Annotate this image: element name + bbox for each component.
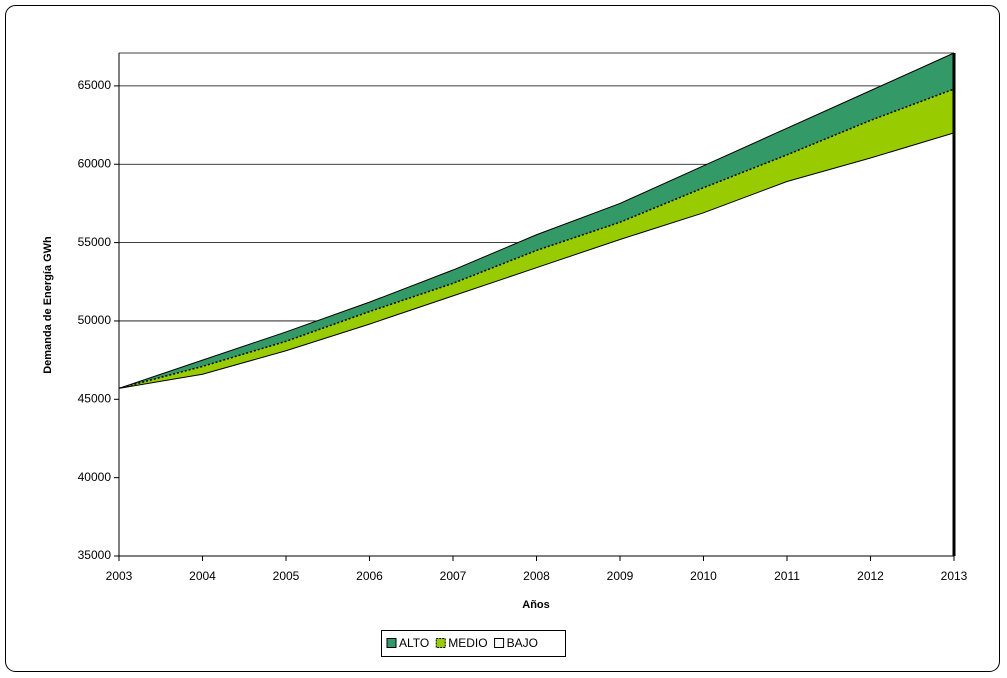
x-tick-label: 2011 [774, 569, 800, 583]
y-tick-label: 35000 [78, 548, 112, 562]
y-tick-label: 65000 [78, 78, 112, 92]
x-tick-label: 2006 [356, 569, 383, 583]
x-tick-label: 2007 [440, 569, 467, 583]
legend-swatch [386, 638, 397, 648]
y-axis-title: Demanda de Energía GWh [42, 236, 54, 374]
legend-label: BAJO [507, 636, 538, 650]
x-tick-label: 2008 [523, 569, 550, 583]
y-tick-label: 50000 [78, 313, 112, 327]
series-line [118, 132, 955, 389]
y-tick-label: 60000 [78, 156, 112, 170]
x-tick-label: 2009 [607, 569, 634, 583]
legend-box [381, 630, 566, 657]
x-axis-title: Años [522, 599, 550, 611]
legend-swatch [435, 638, 446, 648]
area [119, 132, 954, 556]
x-tick-label: 2004 [189, 569, 216, 583]
y-tick-label: 55000 [78, 235, 112, 249]
x-tick-label: 2013 [941, 569, 968, 583]
x-tick-label: 2003 [106, 569, 133, 583]
legend-label: ALTO [399, 636, 429, 650]
x-tick-label: 2005 [273, 569, 300, 583]
y-tick-label: 45000 [78, 391, 112, 405]
legend-label: MEDIO [448, 636, 487, 650]
x-tick-label: 2012 [857, 569, 884, 583]
series-line [118, 88, 955, 390]
series-line [118, 52, 955, 389]
x-tick-label: 2010 [690, 569, 717, 583]
legend-swatch [494, 638, 505, 648]
y-tick-label: 40000 [78, 470, 112, 484]
